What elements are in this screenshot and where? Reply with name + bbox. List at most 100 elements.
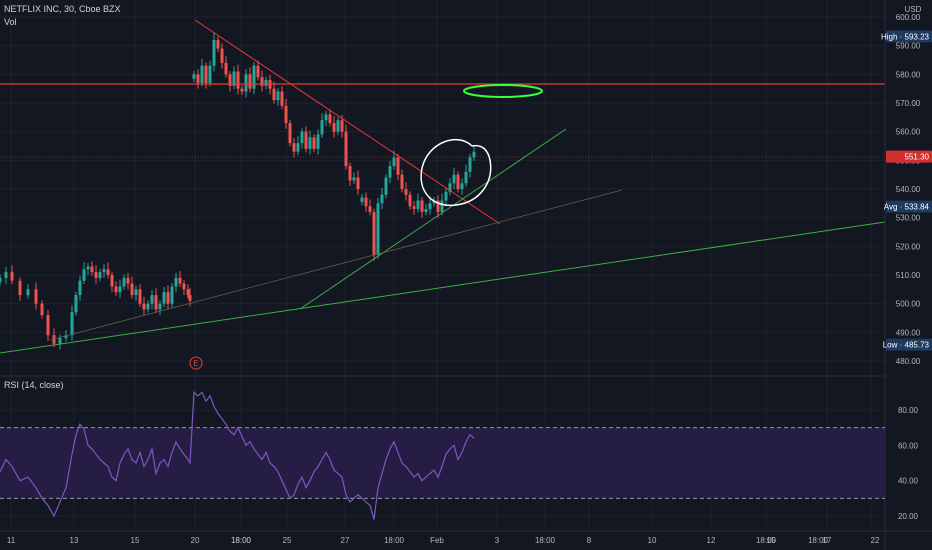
candle[interactable] xyxy=(384,174,388,199)
candle[interactable] xyxy=(468,154,472,178)
candle[interactable] xyxy=(196,69,200,89)
faint-support-trendline[interactable] xyxy=(49,189,623,341)
candle[interactable] xyxy=(94,265,98,284)
candle[interactable] xyxy=(404,182,408,201)
candle[interactable] xyxy=(252,62,256,95)
candle[interactable] xyxy=(420,197,424,218)
candle[interactable] xyxy=(52,328,56,348)
candle[interactable] xyxy=(74,291,78,316)
candle[interactable] xyxy=(178,270,182,288)
candle[interactable] xyxy=(356,170,360,195)
candle[interactable] xyxy=(232,66,236,90)
candle[interactable] xyxy=(150,289,154,310)
highlight-circle[interactable] xyxy=(420,138,492,207)
candle[interactable] xyxy=(464,164,468,187)
candle[interactable] xyxy=(260,70,264,92)
candle[interactable] xyxy=(126,272,130,290)
candle[interactable] xyxy=(264,76,268,90)
candle[interactable] xyxy=(392,150,396,170)
price-candles[interactable] xyxy=(0,33,476,350)
candle[interactable] xyxy=(308,130,312,155)
candle[interactable] xyxy=(288,119,292,147)
candle[interactable] xyxy=(236,64,240,95)
candle[interactable] xyxy=(416,193,420,213)
candle[interactable] xyxy=(118,279,122,298)
volume-label[interactable]: Vol xyxy=(4,17,17,27)
candle[interactable] xyxy=(212,33,216,72)
candle[interactable] xyxy=(396,154,400,181)
candle[interactable] xyxy=(46,309,50,341)
candle[interactable] xyxy=(146,300,150,313)
candle[interactable] xyxy=(162,287,166,308)
candle[interactable] xyxy=(158,300,162,316)
candle[interactable] xyxy=(460,178,464,195)
candle[interactable] xyxy=(332,116,336,138)
candle[interactable] xyxy=(316,129,320,155)
candle[interactable] xyxy=(0,274,2,286)
candle[interactable] xyxy=(284,98,288,129)
candle[interactable] xyxy=(256,60,260,81)
currency-label[interactable]: USD xyxy=(905,5,922,14)
long-support-trendline[interactable] xyxy=(0,221,886,354)
candle[interactable] xyxy=(300,128,304,149)
candle[interactable] xyxy=(376,198,380,259)
candle[interactable] xyxy=(34,282,38,310)
candle[interactable] xyxy=(244,69,248,98)
candle[interactable] xyxy=(348,162,352,187)
candle[interactable] xyxy=(472,146,476,161)
candle[interactable] xyxy=(186,284,190,299)
resistance-trendline[interactable] xyxy=(194,19,501,225)
candle[interactable] xyxy=(106,262,110,279)
earnings-marker[interactable]: E xyxy=(189,356,203,370)
target-ellipse[interactable] xyxy=(463,84,543,98)
candle[interactable] xyxy=(360,194,364,206)
candle[interactable] xyxy=(82,262,86,285)
candle[interactable] xyxy=(280,86,284,110)
candle[interactable] xyxy=(220,43,224,69)
candle[interactable] xyxy=(372,208,376,261)
candle[interactable] xyxy=(408,191,412,210)
candle[interactable] xyxy=(90,261,94,276)
candle[interactable] xyxy=(292,137,296,158)
rsi-label[interactable]: RSI (14, close) xyxy=(4,380,64,390)
candle[interactable] xyxy=(412,201,416,215)
candle[interactable] xyxy=(26,284,30,299)
candle[interactable] xyxy=(240,85,244,95)
candle[interactable] xyxy=(364,192,368,212)
candle[interactable] xyxy=(336,116,340,136)
candle[interactable] xyxy=(320,113,324,138)
candle[interactable] xyxy=(142,296,146,316)
candle[interactable] xyxy=(182,280,186,296)
candle[interactable] xyxy=(114,281,118,296)
candle[interactable] xyxy=(134,285,138,301)
candle[interactable] xyxy=(368,199,372,216)
candle[interactable] xyxy=(444,188,448,207)
price-axis[interactable]: 480.00 490.00 500.00 510.00 520.00 530.00 540.… xyxy=(896,13,921,366)
candle[interactable] xyxy=(122,274,126,290)
steep-support-trendline[interactable] xyxy=(299,128,567,310)
candle[interactable] xyxy=(224,55,228,78)
trendline-drawings[interactable] xyxy=(0,19,886,354)
candle[interactable] xyxy=(4,266,8,284)
candle[interactable] xyxy=(78,275,82,301)
candle[interactable] xyxy=(436,195,440,218)
candle[interactable] xyxy=(192,70,196,83)
candle[interactable] xyxy=(312,133,316,153)
candle[interactable] xyxy=(400,169,404,193)
candle[interactable] xyxy=(174,272,178,293)
candle[interactable] xyxy=(200,58,204,87)
candle[interactable] xyxy=(70,305,74,341)
candle[interactable] xyxy=(228,70,232,92)
candle[interactable] xyxy=(40,300,44,319)
candle[interactable] xyxy=(170,283,174,308)
candle[interactable] xyxy=(138,284,142,308)
candle[interactable] xyxy=(276,88,280,106)
candle[interactable] xyxy=(166,285,170,310)
candle[interactable] xyxy=(388,160,392,184)
candle[interactable] xyxy=(448,178,452,196)
symbol-title[interactable]: NETFLIX INC, 30, Cboe BZX xyxy=(4,4,121,14)
candle[interactable] xyxy=(380,187,384,210)
candle[interactable] xyxy=(428,196,432,215)
